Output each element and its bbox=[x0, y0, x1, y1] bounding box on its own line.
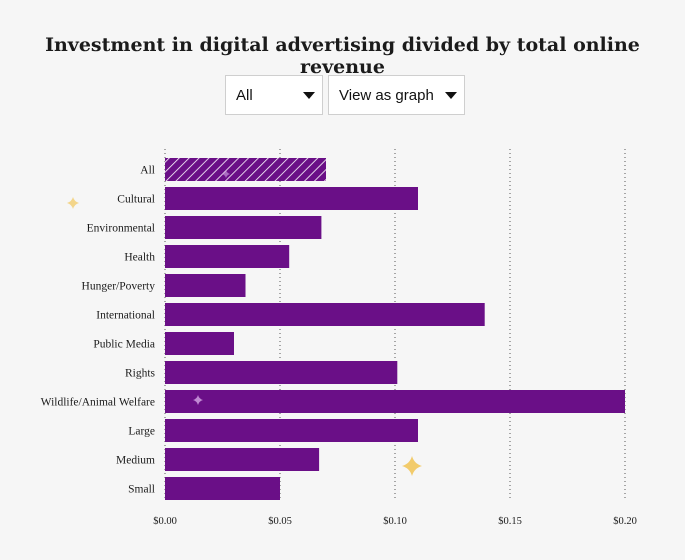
chevron-down-icon bbox=[445, 92, 457, 99]
category-filter-select[interactable]: All bbox=[225, 75, 323, 115]
sparkle-icon bbox=[193, 395, 203, 405]
x-axis-ticks: $0.00 $0.05 $0.10 $0.15 $0.20 bbox=[153, 516, 637, 527]
category-label: Hunger/Poverty bbox=[82, 281, 156, 293]
category-label: Small bbox=[128, 484, 155, 496]
sparkle-icon bbox=[67, 197, 79, 209]
x-tick-label: $0.15 bbox=[498, 516, 522, 527]
view-mode-value: View as graph bbox=[339, 87, 434, 104]
category-label: Cultural bbox=[117, 194, 155, 206]
category-label: Rights bbox=[125, 368, 156, 380]
bar-environmental[interactable] bbox=[165, 216, 322, 239]
category-label: Public Media bbox=[93, 339, 155, 351]
bar-public-media[interactable] bbox=[165, 332, 234, 355]
category-label: All bbox=[140, 165, 155, 177]
bar-hunger-poverty[interactable] bbox=[165, 274, 246, 297]
sparkle-icon bbox=[222, 170, 230, 178]
bar-international[interactable] bbox=[165, 303, 485, 326]
bar-all[interactable] bbox=[165, 158, 326, 181]
sparkle-icon bbox=[402, 456, 422, 476]
bar-health[interactable] bbox=[165, 245, 290, 268]
view-mode-select[interactable]: View as graph bbox=[328, 75, 465, 115]
x-tick-label: $0.20 bbox=[613, 516, 637, 527]
category-label: International bbox=[96, 310, 155, 322]
category-label: Health bbox=[124, 252, 155, 264]
bar-cultural[interactable] bbox=[165, 187, 418, 210]
category-filter-value: All bbox=[236, 87, 253, 104]
bar-wildlife-animal-welfare[interactable] bbox=[165, 390, 625, 413]
x-tick-label: $0.10 bbox=[383, 516, 407, 527]
bar-large[interactable] bbox=[165, 419, 418, 442]
x-tick-label: $0.05 bbox=[268, 516, 292, 527]
category-labels: All Cultural Environmental Health Hunger/Pov… bbox=[41, 165, 156, 496]
bar-medium[interactable] bbox=[165, 448, 320, 471]
category-label: Environmental bbox=[87, 223, 155, 235]
chart-title: Investment in digital advertising divide… bbox=[45, 34, 640, 78]
bars bbox=[165, 158, 625, 500]
category-label: Medium bbox=[116, 455, 155, 467]
category-label: Wildlife/Animal Welfare bbox=[41, 397, 155, 409]
chevron-down-icon bbox=[303, 92, 315, 99]
category-label: Large bbox=[128, 426, 155, 438]
bar-small[interactable] bbox=[165, 477, 280, 500]
sparkle-decorations bbox=[67, 170, 422, 476]
bar-rights[interactable] bbox=[165, 361, 398, 384]
x-tick-label: $0.00 bbox=[153, 516, 177, 527]
